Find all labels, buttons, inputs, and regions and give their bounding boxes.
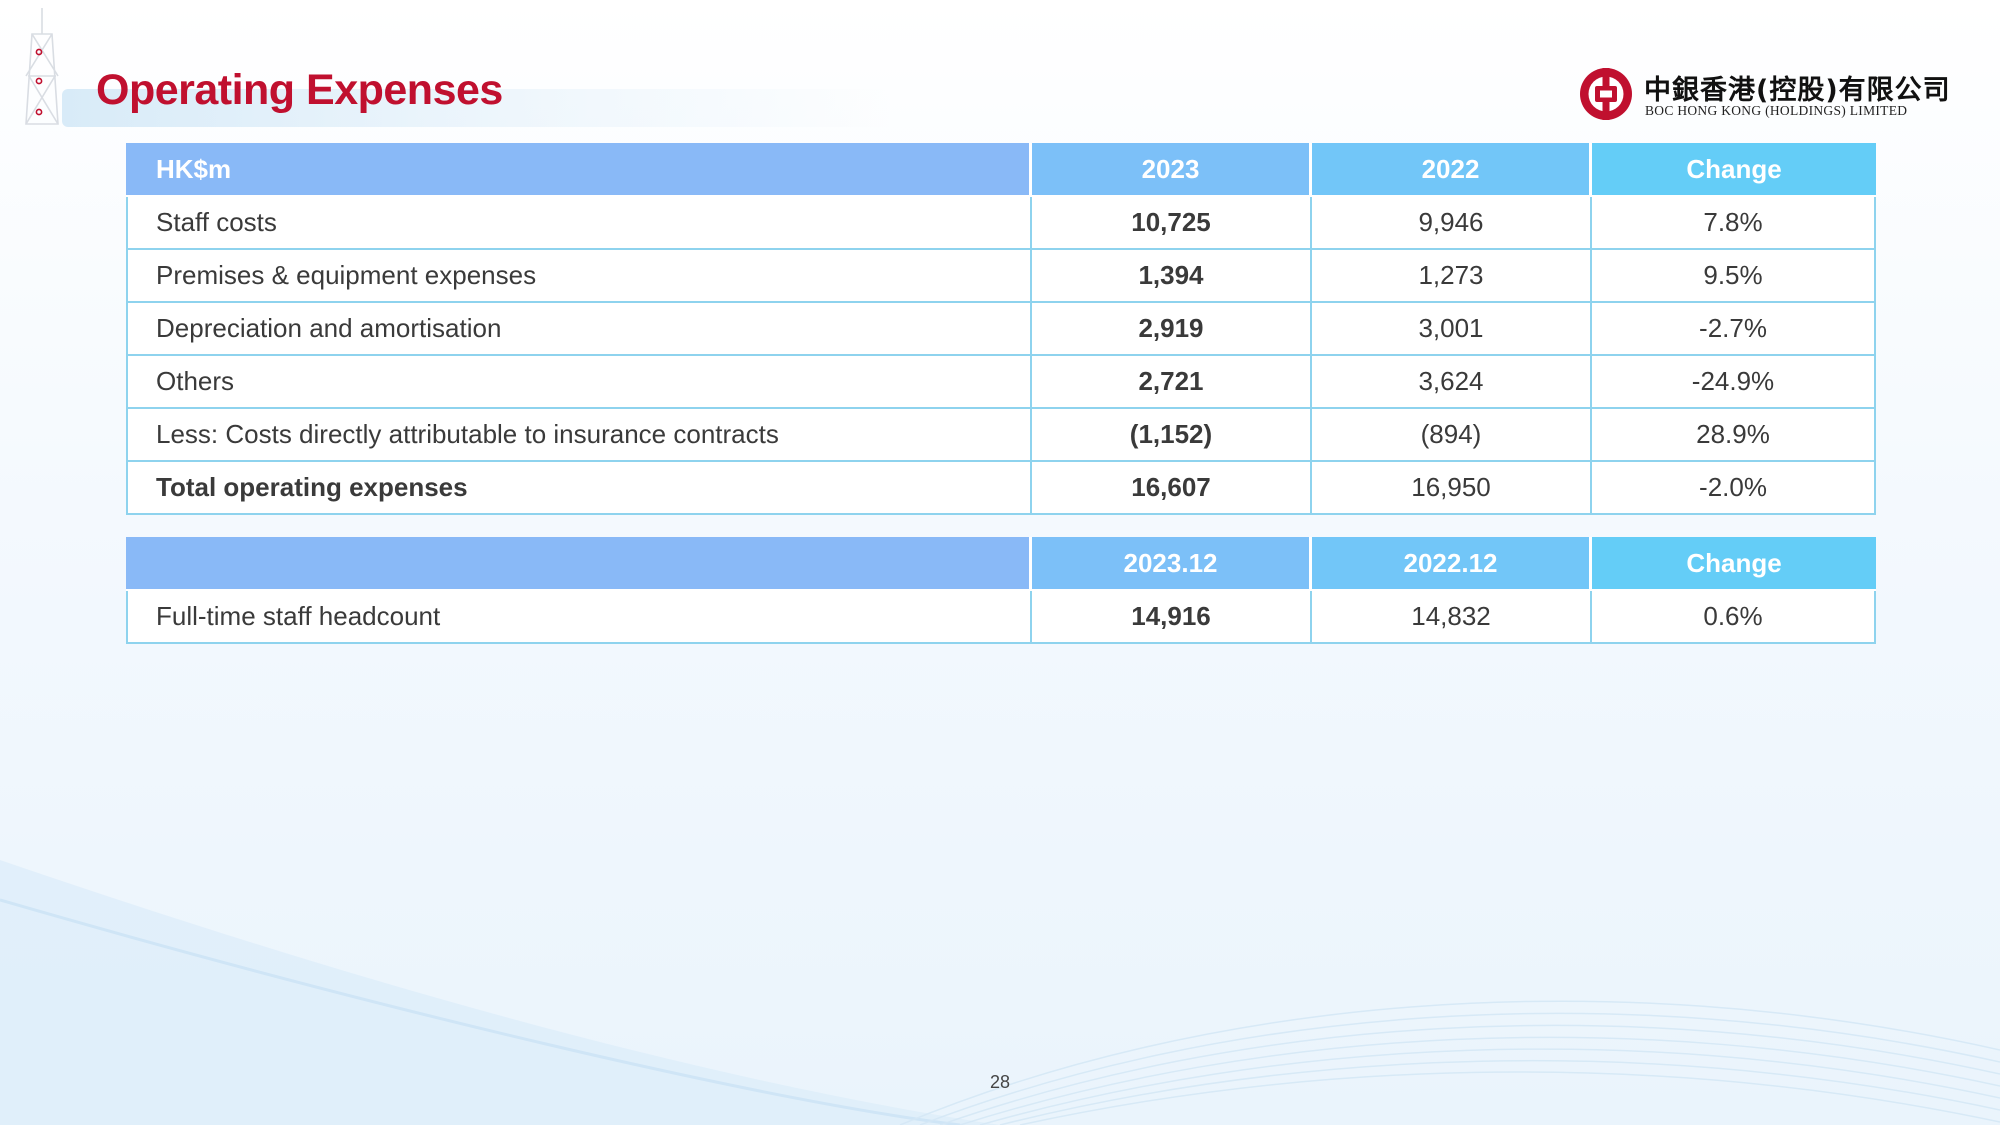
total-row: Total operating expenses 16,607 16,950 -… bbox=[126, 462, 1876, 515]
value-2022: 16,950 bbox=[1312, 462, 1592, 515]
row-label: Others bbox=[126, 356, 1032, 409]
table-row: Less: Costs directly attributable to ins… bbox=[126, 409, 1876, 462]
value-change: -2.7% bbox=[1592, 303, 1876, 356]
value-2023-12: 14,916 bbox=[1032, 591, 1312, 644]
table-row: Others 2,721 3,624 -24.9% bbox=[126, 356, 1876, 409]
logo-english-name: BOC HONG KONG (HOLDINGS) LIMITED bbox=[1645, 103, 1908, 118]
value-2022: 3,001 bbox=[1312, 303, 1592, 356]
value-2022-12: 14,832 bbox=[1312, 591, 1592, 644]
value-change: 9.5% bbox=[1592, 250, 1876, 303]
row-label: Less: Costs directly attributable to ins… bbox=[126, 409, 1032, 462]
page-number: 28 bbox=[989, 1072, 1011, 1092]
value-2022: 1,273 bbox=[1312, 250, 1592, 303]
page-title: Operating Expenses bbox=[96, 66, 503, 114]
row-label: Depreciation and amortisation bbox=[126, 303, 1032, 356]
column-header-change: Change bbox=[1592, 143, 1876, 197]
row-label: Full-time staff headcount bbox=[126, 591, 1032, 644]
operating-expenses-table: HK$m 2023 2022 Change Staff costs 10,725… bbox=[126, 143, 1876, 515]
table-row: Depreciation and amortisation 2,919 3,00… bbox=[126, 303, 1876, 356]
table-row: Staff costs 10,725 9,946 7.8% bbox=[126, 197, 1876, 250]
value-2023: 16,607 bbox=[1032, 462, 1312, 515]
column-header-2022: 2022 bbox=[1312, 143, 1592, 197]
column-header-blank bbox=[126, 537, 1032, 591]
column-header-2023: 2023 bbox=[1032, 143, 1312, 197]
value-change: 7.8% bbox=[1592, 197, 1876, 250]
column-header-unit: HK$m bbox=[126, 143, 1032, 197]
value-2023: 10,725 bbox=[1032, 197, 1312, 250]
column-header-change: Change bbox=[1592, 537, 1876, 591]
tower-icon bbox=[25, 8, 59, 125]
value-2023: 2,721 bbox=[1032, 356, 1312, 409]
table-header-row: HK$m 2023 2022 Change bbox=[126, 143, 1876, 197]
table-header-row: 2023.12 2022.12 Change bbox=[126, 537, 1876, 591]
value-change: -2.0% bbox=[1592, 462, 1876, 515]
value-2023: (1,152) bbox=[1032, 409, 1312, 462]
row-label: Premises & equipment expenses bbox=[126, 250, 1032, 303]
title-band bbox=[62, 89, 892, 127]
table-row: Premises & equipment expenses 1,394 1,27… bbox=[126, 250, 1876, 303]
value-2023: 2,919 bbox=[1032, 303, 1312, 356]
table-row: Full-time staff headcount 14,916 14,832 … bbox=[126, 591, 1876, 644]
row-label: Staff costs bbox=[126, 197, 1032, 250]
column-header-2023-12: 2023.12 bbox=[1032, 537, 1312, 591]
value-change: 0.6% bbox=[1592, 591, 1876, 644]
column-header-2022-12: 2022.12 bbox=[1312, 537, 1592, 591]
value-2022: (894) bbox=[1312, 409, 1592, 462]
row-label: Total operating expenses bbox=[126, 462, 1032, 515]
company-logo: 中銀香港(控股)有限公司 BOC HONG KONG (HOLDINGS) LI… bbox=[1578, 66, 1950, 126]
boc-logo-icon bbox=[1580, 68, 1632, 120]
headcount-table: 2023.12 2022.12 Change Full-time staff h… bbox=[126, 537, 1876, 644]
logo-chinese-name: 中銀香港(控股)有限公司 bbox=[1644, 75, 1951, 106]
value-change: -24.9% bbox=[1592, 356, 1876, 409]
value-2022: 9,946 bbox=[1312, 197, 1592, 250]
value-2023: 1,394 bbox=[1032, 250, 1312, 303]
value-2022: 3,624 bbox=[1312, 356, 1592, 409]
value-change: 28.9% bbox=[1592, 409, 1876, 462]
